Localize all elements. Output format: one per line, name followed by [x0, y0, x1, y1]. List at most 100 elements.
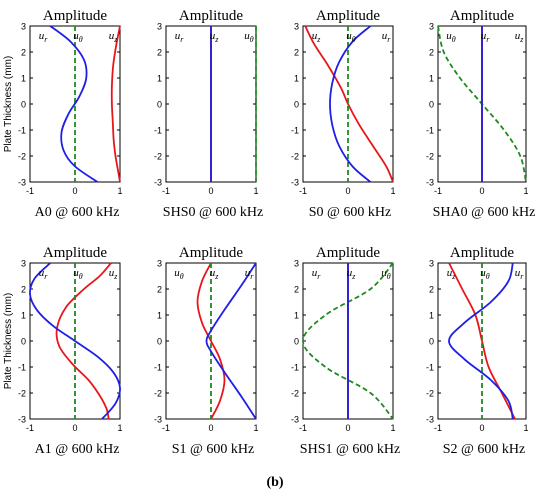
x-tick-label: 1 [117, 186, 122, 196]
y-tick-label: 2 [429, 285, 434, 295]
x-tick-label: 0 [72, 186, 77, 196]
series-ur [448, 262, 514, 420]
y-tick-label: -1 [154, 363, 162, 373]
legend-label: ur [312, 267, 322, 281]
series-uz [110, 25, 121, 183]
y-tick-label: -2 [154, 152, 162, 162]
x-tick-label: 0 [208, 186, 213, 196]
legend-label: uz [210, 30, 220, 44]
legend-label: ur [245, 267, 255, 281]
panel-title: Amplitude [450, 8, 515, 24]
x-tick-label: 1 [253, 186, 258, 196]
legend-label: uz [515, 30, 525, 44]
y-tick-label: 2 [294, 48, 299, 58]
panel-caption: SHA0 @ 600 kHz [433, 205, 536, 220]
y-tick-label: 0 [157, 337, 162, 347]
panel-title: Amplitude [316, 8, 381, 24]
y-tick-label: 2 [21, 48, 26, 58]
y-tick-label: 3 [157, 259, 162, 269]
y-tick-label: 0 [21, 100, 26, 110]
panel-caption: S1 @ 600 kHz [172, 442, 255, 457]
legend-label: uz [210, 267, 220, 281]
y-tick-label: -2 [291, 389, 299, 399]
panel-caption: SHS0 @ 600 kHz [163, 205, 263, 220]
y-tick-label: 2 [157, 48, 162, 58]
series-ur [29, 262, 121, 420]
y-tick-label: -1 [154, 126, 162, 136]
y-tick-label: -1 [291, 363, 299, 373]
y-tick-label: 1 [157, 311, 162, 321]
y-tick-label: 1 [294, 74, 299, 84]
x-tick-label: -1 [26, 186, 34, 196]
panel-caption: SHS1 @ 600 kHz [300, 442, 400, 457]
legend-label: uθ [174, 267, 184, 281]
legend-label: uz [447, 267, 457, 281]
y-tick-label: 3 [429, 22, 434, 32]
legend-label: uz [109, 30, 119, 44]
y-tick-label: 3 [157, 22, 162, 32]
x-tick-label: -1 [434, 186, 442, 196]
y-tick-label: -3 [291, 178, 299, 188]
y-tick-label: 2 [294, 285, 299, 295]
legend-label: uθ [73, 267, 83, 281]
y-tick-label: -1 [426, 126, 434, 136]
panel-title: Amplitude [450, 245, 515, 261]
series-uz [448, 262, 516, 420]
y-tick-label: 2 [21, 285, 26, 295]
legend-label: uθ [346, 30, 356, 44]
x-tick-label: 0 [345, 423, 350, 433]
y-tick-label: -2 [426, 152, 434, 162]
y-tick-label: -1 [291, 126, 299, 136]
x-tick-label: 0 [72, 423, 77, 433]
x-tick-label: 0 [479, 186, 484, 196]
panel-title: Amplitude [179, 245, 244, 261]
x-tick-label: -1 [26, 423, 34, 433]
legend-label: uθ [73, 30, 83, 44]
x-tick-label: 1 [253, 423, 258, 433]
y-tick-label: 3 [294, 22, 299, 32]
series-ur [329, 25, 372, 183]
y-tick-label: 0 [429, 337, 434, 347]
panel-caption: A0 @ 600 kHz [35, 205, 120, 220]
legend-label: uθ [446, 30, 456, 44]
x-tick-label: -1 [162, 423, 170, 433]
legend-label: ur [382, 30, 392, 44]
y-axis-label: Plate Thickness (mm) [3, 293, 14, 390]
x-tick-label: -1 [162, 186, 170, 196]
legend-label: ur [175, 30, 185, 44]
y-tick-label: 1 [21, 311, 26, 321]
series-utheta [302, 262, 394, 420]
panel-title: Amplitude [43, 245, 108, 261]
legend-label: ur [481, 30, 491, 44]
series-uz [55, 262, 112, 420]
legend-label: ur [39, 30, 49, 44]
panel-caption: S2 @ 600 kHz [443, 442, 526, 457]
y-tick-label: -3 [426, 415, 434, 425]
y-tick-label: -1 [426, 363, 434, 373]
panel-title: Amplitude [316, 245, 381, 261]
y-tick-label: 3 [294, 259, 299, 269]
y-tick-label: -2 [18, 389, 26, 399]
y-tick-label: 0 [21, 337, 26, 347]
y-tick-label: 3 [21, 22, 26, 32]
y-tick-label: 0 [294, 337, 299, 347]
x-tick-label: -1 [299, 186, 307, 196]
y-tick-label: 1 [429, 74, 434, 84]
y-tick-label: -2 [291, 152, 299, 162]
panel-title: Amplitude [43, 8, 108, 24]
x-tick-label: -1 [299, 423, 307, 433]
y-tick-label: 2 [429, 48, 434, 58]
series-ur [49, 25, 99, 183]
y-tick-label: -3 [426, 178, 434, 188]
legend-label: uz [312, 30, 322, 44]
x-tick-label: -1 [434, 423, 442, 433]
y-tick-label: -2 [18, 152, 26, 162]
panel-title: Amplitude [179, 8, 244, 24]
